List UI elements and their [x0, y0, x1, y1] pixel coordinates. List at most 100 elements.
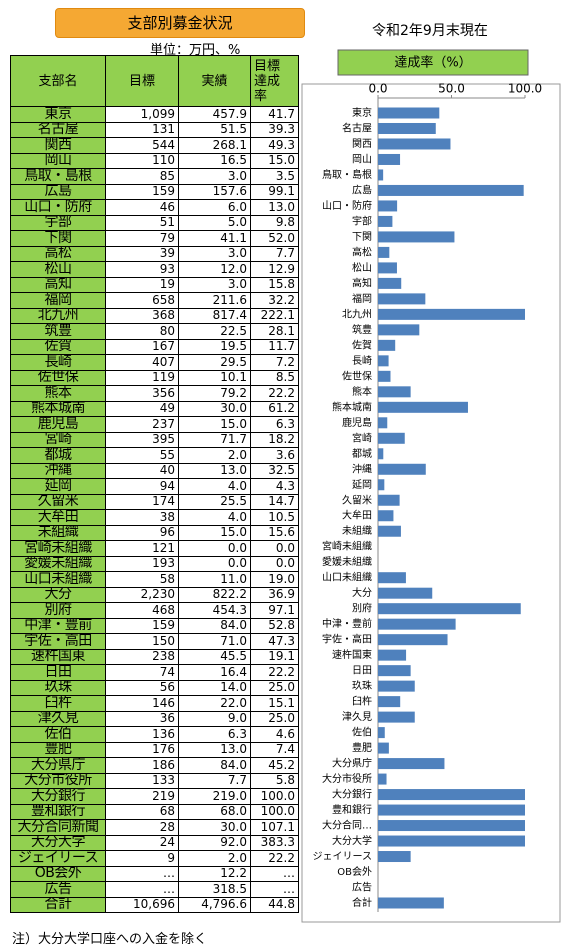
category-label: 未組織	[342, 524, 372, 537]
bar	[378, 355, 389, 367]
branch-name: 佐世保	[10, 369, 106, 386]
x-tick-label: 100.0	[508, 82, 542, 96]
number-cell: …	[250, 865, 299, 882]
category-label: 大分銀行	[332, 788, 372, 801]
row: 未組織 96 15.0 15.6	[10, 524, 299, 541]
bar	[378, 200, 398, 212]
number-cell: 15.8	[250, 276, 299, 293]
category-label: 松山	[352, 261, 372, 274]
date: 令和2年9月末現在	[372, 23, 488, 39]
row: 大分合同新聞 28 30.0 107.1	[10, 819, 299, 836]
row: 筑豊 80 22.5 28.1	[10, 323, 299, 340]
bar	[378, 773, 387, 785]
row: 大分銀行 219 219.0 100.0	[10, 788, 299, 805]
footnote: 注）大分大学口座への入金を除く	[12, 932, 208, 947]
number-cell: 14.7	[250, 493, 299, 510]
branch-name: 鹿児島	[10, 416, 106, 433]
category-label: 宇部	[352, 214, 372, 227]
bar	[378, 370, 391, 382]
branch-name: 山口・防府	[10, 199, 106, 216]
number-cell: 22.5	[178, 323, 251, 340]
number-cell: 44.8	[250, 896, 299, 913]
number-cell: 4,796.6	[178, 896, 251, 913]
number-cell: 29.5	[178, 354, 251, 371]
branch-name: 沖縄	[10, 462, 106, 479]
number-cell: 49.3	[250, 137, 299, 154]
number-cell: 2.0	[178, 850, 251, 867]
branch-name: 津久見	[10, 710, 106, 727]
number-cell: 9.0	[178, 710, 251, 727]
chart-title: 達成率（%）	[394, 55, 471, 71]
row: 玖珠 56 14.0 25.0	[10, 679, 299, 696]
row: 大分市役所 133 7.7 5.8	[10, 772, 299, 789]
branch-name: 長崎	[10, 354, 106, 371]
category-label: 大分	[352, 586, 372, 599]
branch-name: 未組織	[10, 524, 106, 541]
row: 沖縄 40 13.0 32.5	[10, 462, 299, 479]
title: 支部別募金状況	[55, 8, 305, 38]
number-cell: 52.8	[250, 617, 299, 634]
number-cell: 58	[105, 571, 179, 588]
number-cell: 32.5	[250, 462, 299, 479]
row: 広告… 318.5…	[10, 881, 299, 898]
category-label: 大牟田	[342, 509, 372, 522]
category-label: 日田	[352, 666, 372, 677]
bar	[378, 525, 401, 537]
number-cell: 13.0	[178, 462, 251, 479]
branch-name: 豊肥	[10, 741, 106, 758]
number-cell: 45.2	[250, 757, 299, 774]
category-label: 別府	[352, 602, 372, 615]
row: ジェイリース 9 2.0 22.2	[10, 850, 299, 867]
number-cell: 4.0	[178, 509, 251, 526]
branch-name: 大分合同新聞	[10, 819, 106, 836]
category-label: 大分大学	[332, 834, 372, 847]
branch-name: 宮崎未組織	[10, 540, 106, 557]
number-cell: 5.0	[178, 214, 251, 231]
branch-name: 熊本城南	[10, 400, 106, 417]
branch-name: 愛媛未組織	[10, 555, 106, 572]
branch-name: 大牟田	[10, 509, 106, 526]
bar	[378, 246, 390, 258]
category-label: 臼杵	[352, 695, 372, 708]
bar	[378, 820, 525, 832]
number-cell: 22.2	[250, 664, 299, 681]
branch-name: 豊和銀行	[10, 803, 106, 820]
bar	[378, 308, 525, 320]
number-cell: …	[105, 865, 179, 882]
bar	[378, 386, 411, 398]
category-label: 名古屋	[342, 121, 372, 134]
row: 関西 544 268.1 49.3	[10, 137, 299, 154]
header-row: 支部名 目標 実績 目標達成率	[10, 55, 299, 107]
number-cell: 10.1	[178, 369, 251, 386]
bar	[378, 835, 525, 847]
header-cell: 支部名	[10, 55, 106, 107]
bar	[378, 401, 468, 413]
number-cell: 32.2	[250, 292, 299, 309]
number-cell: 9.8	[250, 214, 299, 231]
row: 岡山 110 16.5 15.0	[10, 152, 299, 169]
number-cell: 22.2	[250, 385, 299, 402]
branch-name: 高松	[10, 245, 106, 262]
number-cell: 5.8	[250, 772, 299, 789]
bar	[378, 479, 385, 491]
number-cell: 56	[105, 679, 179, 696]
number-cell: 110	[105, 152, 179, 169]
number-cell: 85	[105, 168, 179, 185]
number-cell: 15.0	[178, 524, 251, 541]
row: 大牟田 38 4.0 10.5	[10, 509, 299, 526]
bar	[378, 618, 456, 630]
number-cell: 3.5	[250, 168, 299, 185]
category-label: 熊本	[352, 385, 372, 398]
category-label: 山口未組織	[322, 571, 372, 584]
bar	[378, 138, 451, 150]
branch-name: 中津・豊前	[10, 617, 106, 634]
number-cell: 4.0	[178, 478, 251, 495]
bar	[378, 448, 384, 460]
category-label: 宇佐・高田	[322, 633, 372, 646]
number-cell: 0.0	[250, 555, 299, 572]
category-label: 佐伯	[352, 726, 372, 739]
row: 中津・豊前 159 84.0 52.8	[10, 617, 299, 634]
number-cell: 36.9	[250, 586, 299, 603]
bars	[378, 107, 525, 909]
row: 山口未組織 58 11.0 19.0	[10, 571, 299, 588]
